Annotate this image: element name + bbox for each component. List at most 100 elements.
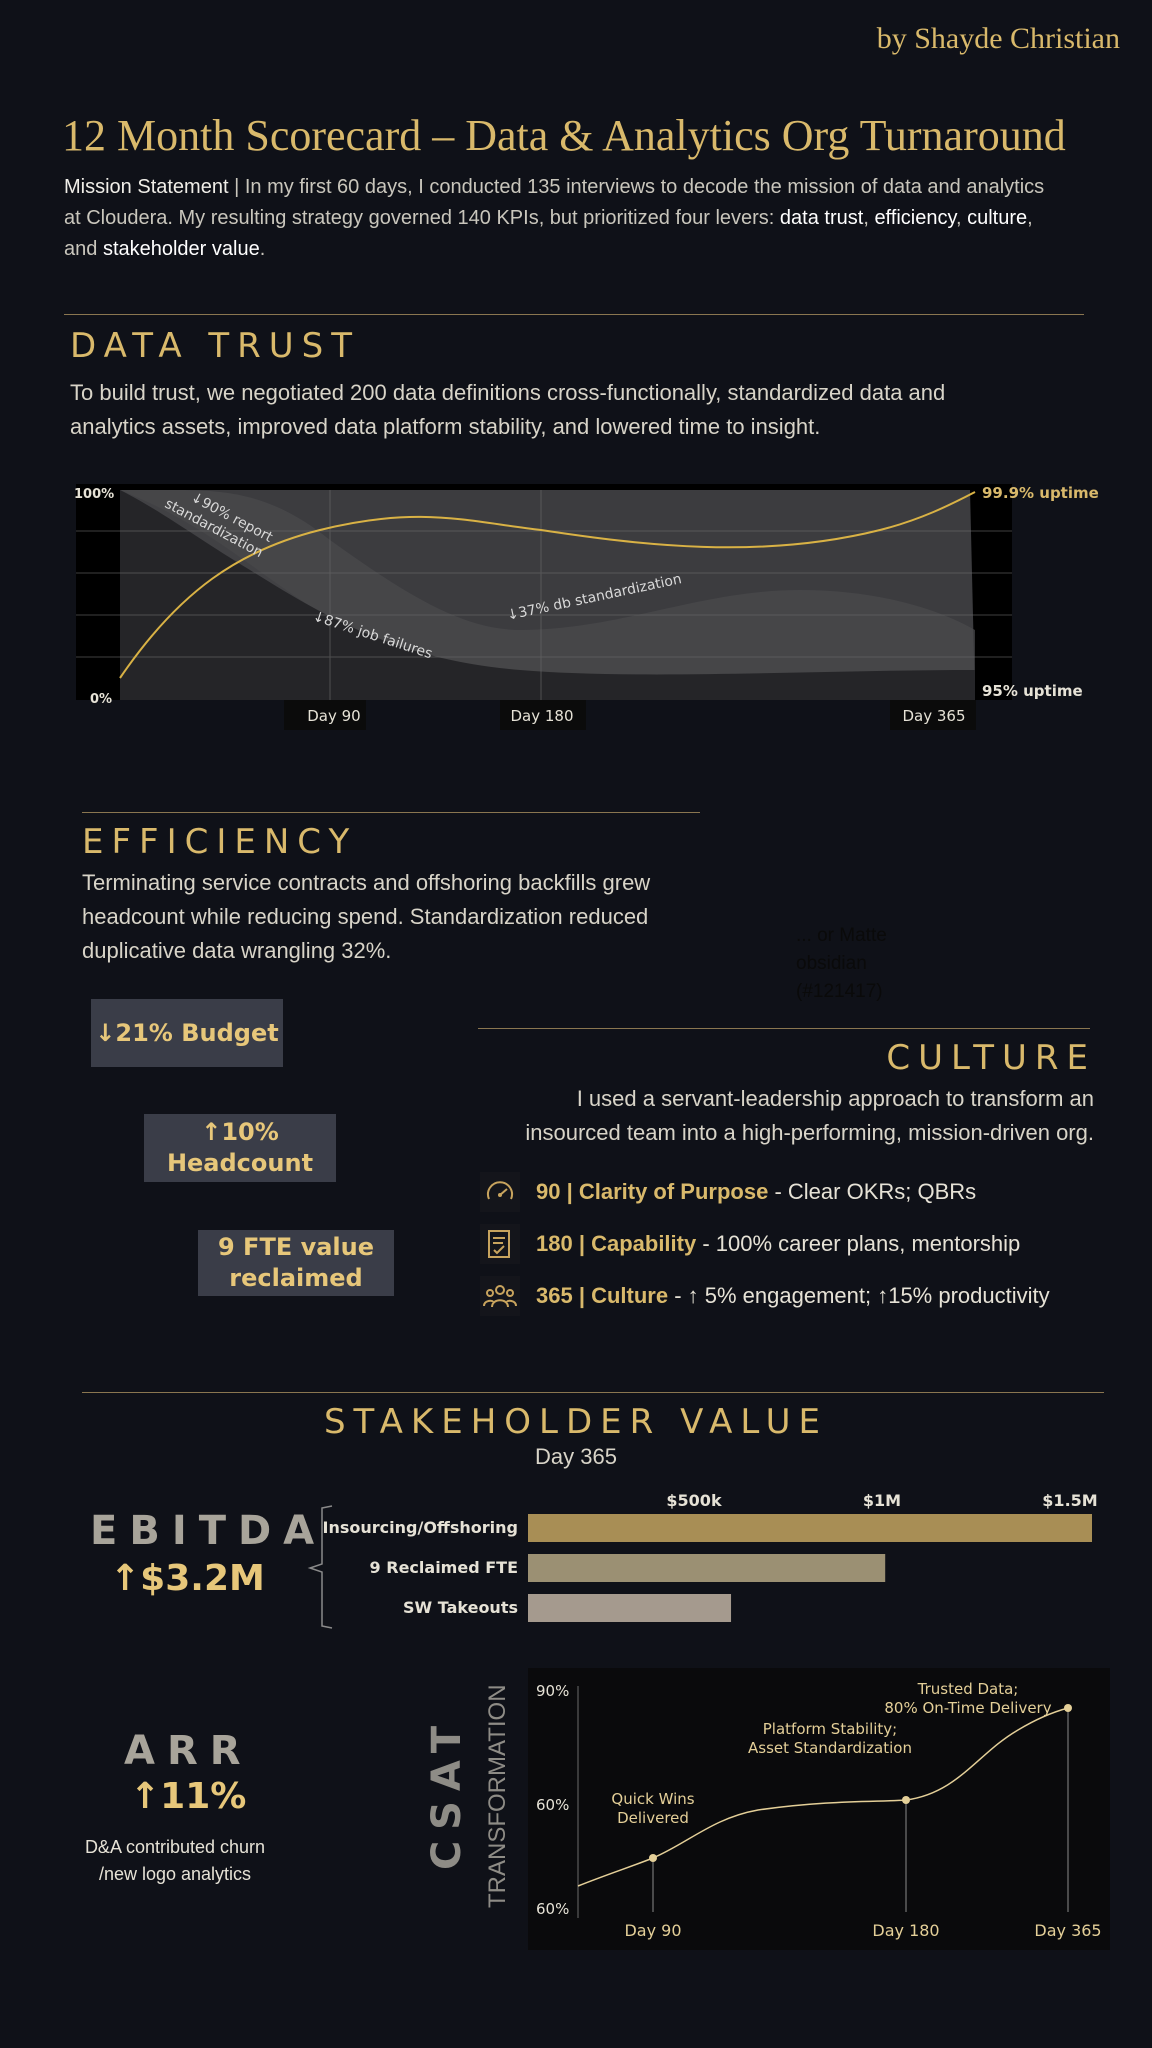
- mission-line-2: at Cloudera. My resulting strategy gover…: [64, 207, 1033, 229]
- culture-item-90-rest: - Clear OKRs; QBRs: [768, 1179, 977, 1204]
- csat-x-tick-365: Day 365: [1034, 1921, 1101, 1940]
- bar-ticks: $500k $1M $1.5M: [666, 1491, 1097, 1510]
- culture-item-365-text: 365 | Culture - ↑ 5% engagement; ↑15% pr…: [536, 1283, 1050, 1309]
- mission-statement: Mission Statement | In my first 60 days,…: [64, 172, 1104, 265]
- and-word: and: [64, 238, 98, 260]
- section-title-stakeholder: STAKEHOLDER VALUE: [323, 1402, 829, 1442]
- note-line-3: (#121417): [796, 981, 883, 1002]
- data-trust-line-2: analytics assets, improved data platform…: [70, 414, 821, 439]
- culture-item-180-rest: - 100% career plans, mentorship: [696, 1231, 1021, 1256]
- culture-item-365-rest: - ↑ 5% engagement; ↑15% productivity: [668, 1283, 1050, 1308]
- bar-3: [528, 1594, 732, 1622]
- lever-efficiency: efficiency: [874, 207, 956, 229]
- culture-item-180: 180 | Capability - 100% career plans, me…: [480, 1218, 1120, 1270]
- culture-item-180-text: 180 | Capability - 100% career plans, me…: [536, 1231, 1020, 1257]
- divider-data-trust: [64, 314, 1084, 315]
- bar-tick-2: $1M: [863, 1491, 901, 1510]
- gauge-icon: [480, 1172, 520, 1212]
- csat-label-90-1: Quick Wins: [611, 1790, 694, 1808]
- arr-label: ARR: [124, 1728, 253, 1774]
- team-icon: [480, 1276, 520, 1316]
- x-tick-bg-90: [284, 700, 366, 730]
- arr-value: ↑11%: [130, 1776, 247, 1817]
- csat-x-tick-180: Day 180: [872, 1921, 939, 1940]
- arr-note-line-1: D&A contributed churn: [84, 1837, 266, 1857]
- right-label-top: 99.9% uptime: [982, 484, 1099, 502]
- mission-text-1: In my first 60 days, I conducted 135 int…: [244, 176, 1045, 198]
- pill-fte-line-1: 9 FTE value: [218, 1233, 374, 1261]
- bar-label-3: SW Takeouts: [403, 1598, 518, 1617]
- y-tick-100: 100%: [74, 487, 114, 502]
- csat-y-tick-top: 90%: [536, 1682, 569, 1700]
- bar-tick-1: $500k: [666, 1491, 722, 1510]
- bar-1: [528, 1514, 1092, 1542]
- note-line-2: obsidian: [796, 953, 867, 974]
- culture-line-1: I used a servant-leadership approach to …: [576, 1086, 1094, 1111]
- bracket: [307, 1505, 333, 1629]
- arr-note: D&A contributed churn /new logo analytic…: [60, 1834, 290, 1888]
- divider-culture: [478, 1028, 1090, 1029]
- data-trust-chart: 100% 0% ↓90% reportstandardization ↓87% …: [74, 484, 1099, 730]
- culture-text: I used a servant-leadership approach to …: [394, 1082, 1094, 1150]
- csat-point-90: [649, 1854, 657, 1862]
- culture-item-365: 365 | Culture - ↑ 5% engagement; ↑15% pr…: [480, 1270, 1120, 1322]
- bar-label-1: Insourcing/Offshoring: [323, 1518, 518, 1537]
- x-tick-day-90: Day 90: [307, 707, 360, 725]
- csat-y-tick-bottom: 60%: [536, 1900, 569, 1918]
- csat-chart-bg: [528, 1668, 1110, 1950]
- pill-fte: 9 FTE value reclaimed: [198, 1230, 394, 1296]
- pill-budget-label: ↓21% Budget: [95, 1018, 279, 1047]
- pill-headcount: ↑10% Headcount: [144, 1114, 336, 1182]
- bars: [528, 1514, 1092, 1622]
- ebitda-bar-chart: Insourcing/Offshoring 9 Reclaimed FTE SW T…: [307, 1491, 1098, 1629]
- divider-efficiency: [82, 812, 700, 813]
- pill-budget: ↓21% Budget: [91, 999, 283, 1067]
- section-title-data-trust: DATA TRUST: [70, 326, 361, 366]
- note-line-1: ... or Matte: [796, 925, 887, 946]
- csat-sub-label: TRANSFORMATION: [484, 1684, 511, 1908]
- culture-item-365-head: 365 | Culture: [536, 1283, 669, 1308]
- lever-stakeholder: stakeholder value: [102, 238, 260, 260]
- efficiency-note: ... or Matte obsidian (#121417): [796, 922, 887, 1006]
- culture-line-2: insourced team into a high-performing, m…: [525, 1120, 1094, 1145]
- bar-labels: Insourcing/Offshoring 9 Reclaimed FTE SW T…: [323, 1518, 518, 1617]
- stakeholder-subtitle: Day 365: [535, 1444, 617, 1469]
- csat-label: CSAT: [424, 1715, 470, 1870]
- csat-chart: 90% 60% 60% Quick Wins Delivered Platfor…: [528, 1668, 1110, 1950]
- arr-note-line-2: /new logo analytics: [98, 1864, 252, 1884]
- series-uptime-line: [119, 491, 976, 679]
- x-tick-bg-180: [500, 700, 586, 730]
- efficiency-line-1: Terminating service contracts and offsho…: [82, 870, 651, 895]
- efficiency-line-3: duplicative data wrangling 32%.: [82, 938, 392, 963]
- mission-line-1: Mission Statement | In my first 60 days,…: [64, 172, 1104, 203]
- mission-label: Mission Statement: [64, 176, 229, 198]
- efficiency-text: Terminating service contracts and offsho…: [82, 866, 722, 968]
- bar-tick-3: $1.5M: [1042, 1491, 1097, 1510]
- pill-fte-line-2: reclaimed: [229, 1264, 363, 1292]
- culture-item-180-head: 180 | Capability: [536, 1231, 697, 1256]
- culture-item-90-text: 90 | Clarity of Purpose - Clear OKRs; QB…: [536, 1179, 976, 1205]
- mission-sep: |: [228, 176, 245, 198]
- lever-data-trust: data trust: [779, 207, 864, 229]
- csat-label-180-1: Platform Stability;: [763, 1720, 897, 1738]
- right-label-bottom: 95% uptime: [982, 682, 1083, 700]
- byline: by Shayde Christian: [876, 22, 1120, 55]
- culture-item-90-head: 90 | Clarity of Purpose: [536, 1179, 769, 1204]
- divider-stakeholder: [82, 1392, 1104, 1393]
- page-title: 12 Month Scorecard – Data & Analytics Or…: [62, 111, 1066, 160]
- data-trust-text: To build trust, we negotiated 200 data d…: [70, 376, 1110, 444]
- csat-y-tick-mid: 60%: [536, 1796, 569, 1814]
- csat-label-365-1: Trusted Data;: [917, 1680, 1019, 1698]
- data-trust-line-1: To build trust, we negotiated 200 data d…: [70, 380, 946, 405]
- checklist-icon: [480, 1224, 520, 1264]
- culture-item-90: 90 | Clarity of Purpose - Clear OKRs; QB…: [480, 1166, 1120, 1218]
- ebitda-value: ↑$3.2M: [110, 1558, 265, 1599]
- culture-list: 90 | Clarity of Purpose - Clear OKRs; QB…: [480, 1166, 1120, 1322]
- csat-label-365-2: 80% On-Time Delivery: [884, 1699, 1051, 1717]
- area-layer-4: [120, 490, 975, 700]
- ebitda-label: EBITDA: [90, 1508, 327, 1554]
- x-tick-day-365: Day 365: [902, 707, 965, 725]
- pill-headcount-line-1: ↑10%: [201, 1118, 279, 1146]
- csat-point-365: [1064, 1704, 1072, 1712]
- bar-label-2: 9 Reclaimed FTE: [370, 1558, 518, 1577]
